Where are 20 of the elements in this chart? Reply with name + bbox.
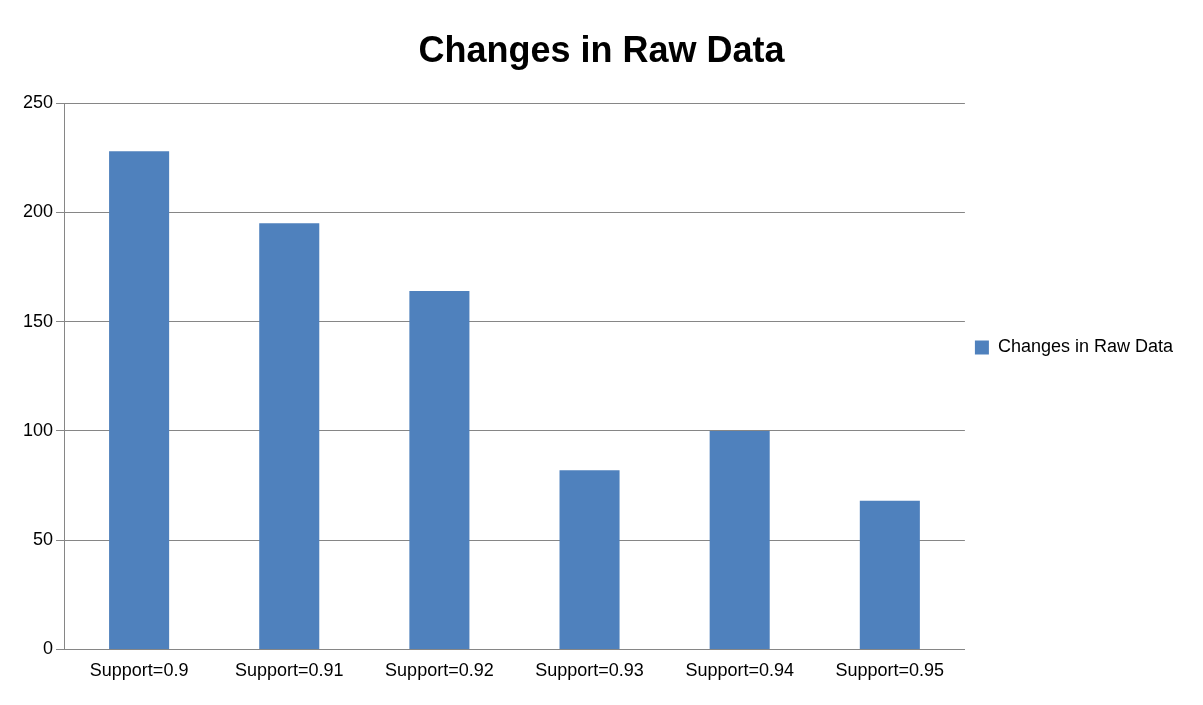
bar	[859, 500, 920, 649]
x-tick-label: Support=0.91	[234, 660, 344, 681]
x-tick-label: Support=0.95	[835, 660, 945, 681]
y-tick-label: 0	[43, 638, 54, 659]
bar	[559, 470, 620, 649]
bar	[259, 223, 320, 649]
x-tick-label: Support=0.94	[685, 660, 794, 681]
y-tick-label: 200	[22, 201, 54, 222]
chart-title: Changes in Raw Data	[418, 28, 786, 70]
x-tick-label: Support=0.9	[89, 660, 189, 681]
bar	[109, 151, 170, 649]
y-tick-label: 150	[22, 310, 54, 331]
legend-label: Changes in Raw Data	[997, 336, 1174, 357]
bar	[409, 291, 470, 649]
x-tick-label: Support=0.93	[535, 660, 644, 681]
x-tick-label: Support=0.92	[385, 660, 494, 681]
y-tick-label: 250	[22, 92, 54, 113]
y-tick-label: 50	[33, 529, 54, 550]
y-tick-label: 100	[22, 419, 54, 440]
bar	[709, 430, 770, 649]
